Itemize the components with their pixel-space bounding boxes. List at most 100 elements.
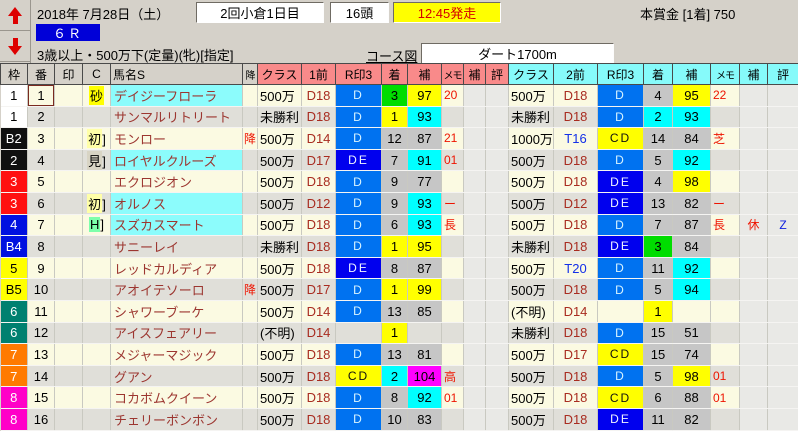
horse-row[interactable]: B4 8 サニーレイ 未勝利 D18 D 1 95 未勝利 D18 DE 3 84 bbox=[0, 235, 798, 258]
horse-name-cell[interactable]: スズカスマート bbox=[110, 214, 243, 237]
horse-name-cell[interactable]: ロイヤルクルーズ bbox=[110, 149, 243, 172]
prev-race-cell: D14 bbox=[301, 300, 336, 323]
eval-cell bbox=[767, 149, 798, 172]
class-cell: 未勝利 bbox=[508, 235, 554, 258]
memo-cell bbox=[441, 235, 464, 258]
eval-cell bbox=[485, 365, 509, 388]
column-header: 降 bbox=[242, 63, 258, 85]
rank-mark-cell: D bbox=[597, 278, 644, 301]
horse-name-cell[interactable]: エクロジオン bbox=[110, 170, 243, 193]
finish-pos-cell: 8 bbox=[381, 257, 408, 280]
horse-row[interactable]: B5 10 アオイテソーロ降 500万 D17 D 1 99 500万 D18 D 5 94 bbox=[0, 278, 798, 301]
finish-pos-cell: 7 bbox=[381, 149, 408, 172]
class-cell: 500万 bbox=[508, 365, 554, 388]
eval-cell: Z bbox=[767, 214, 798, 237]
horse-row[interactable]: 7 13 メジャーマジック 500万 D18 D 13 81 500万 D17 CD 15 74 bbox=[0, 343, 798, 366]
memo-cell bbox=[710, 278, 740, 301]
finish-pos-cell: 1 bbox=[381, 106, 408, 129]
number-cell: 7 bbox=[27, 214, 55, 237]
horse-row[interactable]: 3 6 初] オルノス 500万 D12 D 9 93 ー 500万 D12 DE 13 82 ー bbox=[0, 192, 798, 215]
race-nav bbox=[0, 0, 31, 63]
horse-name-cell[interactable]: デイジーフローラ bbox=[110, 84, 243, 107]
memo-cell: ー bbox=[441, 192, 464, 215]
horse-name-cell[interactable]: コカボムクイーン bbox=[110, 386, 243, 409]
horse-row[interactable]: 6 12 アイスフェアリー (不明) D14 1 未勝利 D18 D 15 51 bbox=[0, 322, 798, 345]
horse-name-cell[interactable]: サンマルリトリート bbox=[110, 106, 243, 129]
horse-name-cell[interactable]: チェリーボンボン bbox=[110, 408, 243, 431]
rank-mark-cell: D bbox=[597, 365, 644, 388]
waku-cell: 3 bbox=[0, 192, 28, 215]
horse-row[interactable]: 2 4 見] ロイヤルクルーズ 500万 D17 DE 7 91 01 500万 D18 D 5 92 bbox=[0, 149, 798, 172]
finish-pos-cell: 6 bbox=[643, 386, 673, 409]
prev-race-cell: D14 bbox=[301, 322, 336, 345]
horse-row[interactable]: 8 16 チェリーボンボン 500万 D18 D 10 83 500万 D18 DE 11 82 bbox=[0, 408, 798, 431]
horse-row[interactable]: 7 14 グアン 500万 D18 CD 2 104 高 500万 D18 D 5 98 01 bbox=[0, 365, 798, 388]
score-cell: 51 bbox=[672, 322, 711, 345]
prev-race-cell: T16 bbox=[553, 127, 598, 150]
horse-row[interactable]: 5 9 レッドカルディア 500万 D18 DE 8 87 500万 T20 D 11 92 bbox=[0, 257, 798, 280]
prev-race-cell: D14 bbox=[301, 127, 336, 150]
eval-cell bbox=[485, 84, 509, 107]
mark-cell bbox=[54, 170, 83, 193]
memo-cell bbox=[441, 257, 464, 280]
mark-cell bbox=[54, 257, 83, 280]
prev-race-cell: D18 bbox=[553, 84, 598, 107]
prev-race-cell: D18 bbox=[553, 149, 598, 172]
race-condition: 3歳以上・500万下(定量)(牝)[指定] bbox=[37, 48, 234, 63]
prev-race-cell: D18 bbox=[553, 365, 598, 388]
mark-cell bbox=[54, 214, 83, 237]
horse-row[interactable]: 8 15 コカボムクイーン 500万 D18 D 8 92 01 500万 D18 CD 6 88 01 bbox=[0, 386, 798, 409]
eval-cell bbox=[767, 386, 798, 409]
prev-race-button[interactable] bbox=[0, 0, 30, 31]
eval-cell bbox=[485, 214, 509, 237]
prev-race-cell: D18 bbox=[553, 170, 598, 193]
eval-cell bbox=[767, 300, 798, 323]
number-cell: 15 bbox=[27, 386, 55, 409]
class-cell: 500万 bbox=[257, 278, 302, 301]
horse-row[interactable]: 1 2 サンマルリトリート 未勝利 D18 D 1 93 未勝利 D18 D 2 93 bbox=[0, 106, 798, 129]
memo-cell bbox=[710, 300, 740, 323]
number-cell: 3 bbox=[27, 127, 55, 150]
horse-row[interactable]: 6 11 シャワーブーケ 500万 D14 D 13 85 (不明) D14 1 bbox=[0, 300, 798, 323]
memo2-cell bbox=[739, 386, 768, 409]
prev-race-cell: D18 bbox=[553, 235, 598, 258]
horse-name-cell[interactable]: シャワーブーケ bbox=[110, 300, 243, 323]
memo2-cell bbox=[463, 257, 486, 280]
horse-name-cell[interactable]: レッドカルディア bbox=[110, 257, 243, 280]
memo2-cell bbox=[739, 300, 768, 323]
column-header: R印3 bbox=[335, 63, 382, 85]
column-header: 評 bbox=[485, 63, 509, 85]
horse-name-cell[interactable]: メジャーマジック bbox=[110, 343, 243, 366]
horse-row[interactable]: B2 3 初] モンロー降 500万 D14 D 12 87 21 1000万 T16 CD 14 84 芝 bbox=[0, 127, 798, 150]
prev-race-cell: D12 bbox=[301, 192, 336, 215]
horse-name-cell[interactable]: アオイテソーロ bbox=[110, 278, 243, 301]
horse-row[interactable]: 4 7 H] スズカスマート 500万 D18 D 6 93 長 500万 D18 D 7 87 長休 Z bbox=[0, 214, 798, 237]
course-map-link[interactable]: コース図 bbox=[366, 49, 418, 64]
memo2-cell bbox=[739, 322, 768, 345]
horse-row[interactable]: 3 5 エクロジオン 500万 D18 D 9 77 500万 D18 DE 4 98 bbox=[0, 170, 798, 193]
horse-name-cell[interactable]: サニーレイ bbox=[110, 235, 243, 258]
score-cell: 88 bbox=[672, 386, 711, 409]
memo2-cell bbox=[739, 106, 768, 129]
finish-pos-cell: 5 bbox=[643, 365, 673, 388]
next-race-button[interactable] bbox=[0, 31, 30, 62]
eval-cell bbox=[485, 127, 509, 150]
prev-race-cell: D18 bbox=[301, 214, 336, 237]
column-header: 番 bbox=[27, 63, 55, 85]
score-cell: 84 bbox=[672, 235, 711, 258]
number-cell: 1 bbox=[27, 84, 55, 107]
memo2-cell: 休 bbox=[739, 214, 768, 237]
horse-name-cell[interactable]: モンロー bbox=[110, 127, 243, 150]
horse-name-cell[interactable]: アイスフェアリー bbox=[110, 322, 243, 345]
horse-row[interactable]: 1 1 砂デイジーフローラ 500万 D18 D 3 97 20 500万 D18 D 4 95 22 bbox=[0, 84, 798, 107]
down-arrow-icon bbox=[8, 37, 22, 55]
memo2-cell bbox=[463, 300, 486, 323]
horse-name-cell[interactable]: グアン bbox=[110, 365, 243, 388]
number-cell: 4 bbox=[27, 149, 55, 172]
horse-name-cell[interactable]: オルノス bbox=[110, 192, 243, 215]
demote-cell: 降 bbox=[242, 127, 258, 150]
memo2-cell bbox=[463, 322, 486, 345]
memo2-cell bbox=[463, 278, 486, 301]
prev-race-cell: D18 bbox=[301, 343, 336, 366]
eval-cell bbox=[767, 278, 798, 301]
